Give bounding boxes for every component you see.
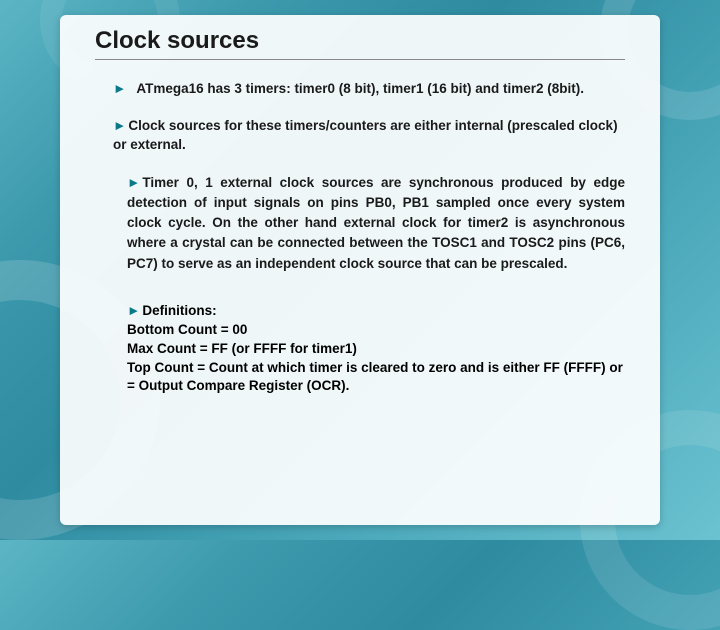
bullet-text: Timer 0, 1 external clock sources are sy… (127, 175, 625, 271)
definition-line: Max Count = FF (or FFFF for timer1) (95, 340, 625, 359)
bullet-text: Clock sources for these timers/counters … (113, 118, 618, 152)
definitions-heading: ►Definitions: (95, 302, 625, 321)
bullet-marker-icon: ► (127, 303, 140, 318)
bullet-item-2: ►Clock sources for these timers/counters… (95, 117, 625, 155)
slide-title: Clock sources (95, 27, 625, 55)
bullet-marker-icon: ► (113, 80, 126, 99)
bullet-item-3: ►Timer 0, 1 external clock sources are s… (95, 173, 625, 274)
definition-line: Top Count = Count at which timer is clea… (95, 359, 625, 397)
bullet-marker-icon: ► (113, 118, 126, 133)
bullet-marker-icon: ► (127, 175, 140, 190)
title-divider (95, 59, 625, 60)
bullet-item-1: ► ATmega16 has 3 timers: timer0 (8 bit),… (95, 80, 625, 99)
slide-content-box: Clock sources ► ATmega16 has 3 timers: t… (60, 15, 660, 525)
definitions-label: Definitions: (142, 303, 216, 318)
definition-line: Bottom Count = 00 (95, 321, 625, 340)
bullet-text: ATmega16 has 3 timers: timer0 (8 bit), t… (136, 80, 584, 99)
